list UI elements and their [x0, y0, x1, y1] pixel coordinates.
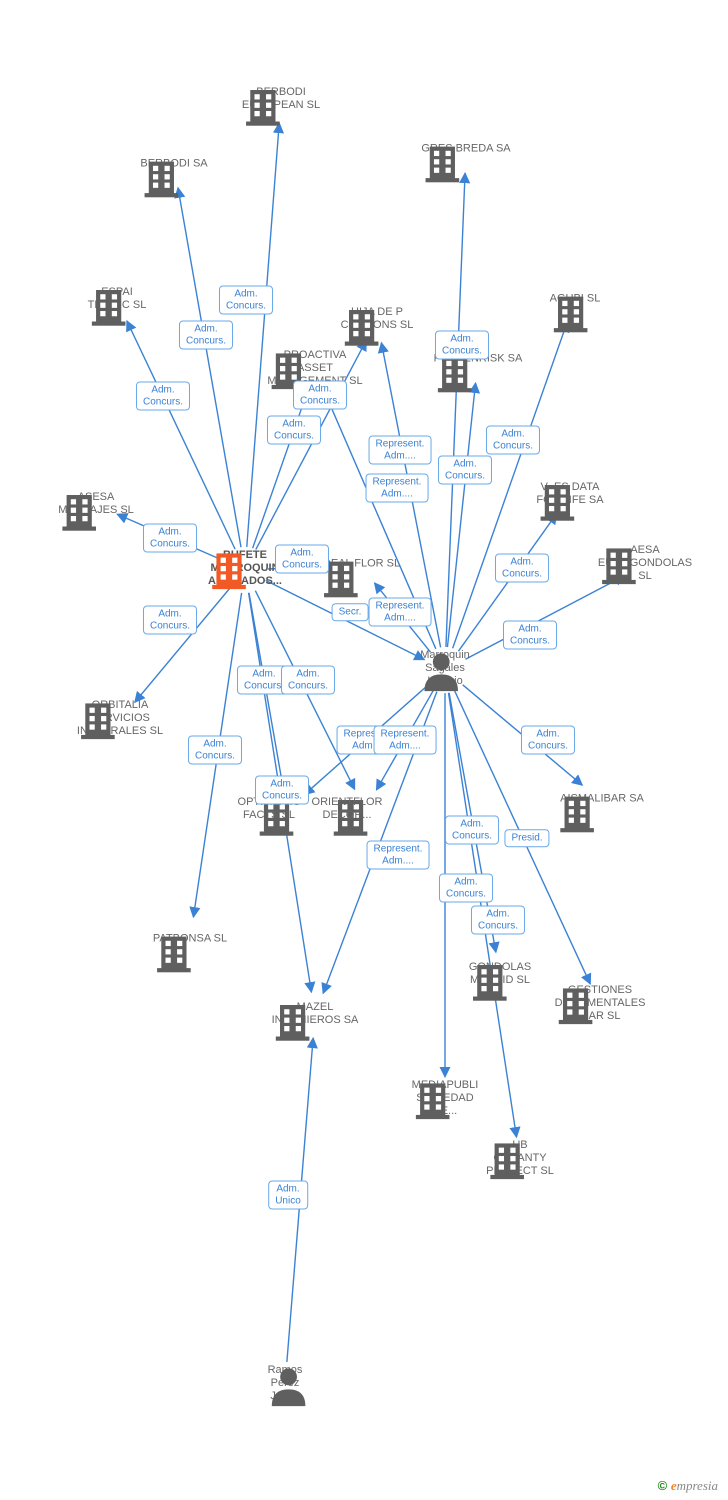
edge-line — [127, 321, 235, 549]
edge-line — [304, 685, 427, 794]
edge-line — [453, 322, 568, 648]
edge-line — [135, 588, 230, 703]
edge-line — [255, 591, 354, 790]
edge-line — [465, 576, 624, 660]
edge-line — [253, 392, 308, 548]
edge-line — [287, 1038, 313, 1362]
edge-line — [256, 340, 366, 549]
edge-line — [178, 188, 241, 547]
edge-line — [448, 693, 516, 1137]
edge-line — [463, 685, 583, 785]
edge-line — [458, 514, 556, 651]
edge-line — [324, 391, 436, 649]
edge-line — [247, 123, 279, 547]
watermark: © empresia — [658, 1478, 718, 1494]
edge-line — [249, 593, 312, 992]
copyright-symbol: © — [658, 1478, 668, 1493]
edge-line — [449, 693, 496, 953]
edge-line — [249, 593, 283, 787]
edge-line — [323, 692, 437, 994]
edge-line — [193, 593, 241, 917]
edge-line — [266, 580, 425, 659]
graph-edges — [0, 0, 728, 1500]
edge-line — [117, 514, 224, 561]
edge-line — [268, 566, 337, 569]
brand-rest: mpresia — [677, 1478, 718, 1493]
